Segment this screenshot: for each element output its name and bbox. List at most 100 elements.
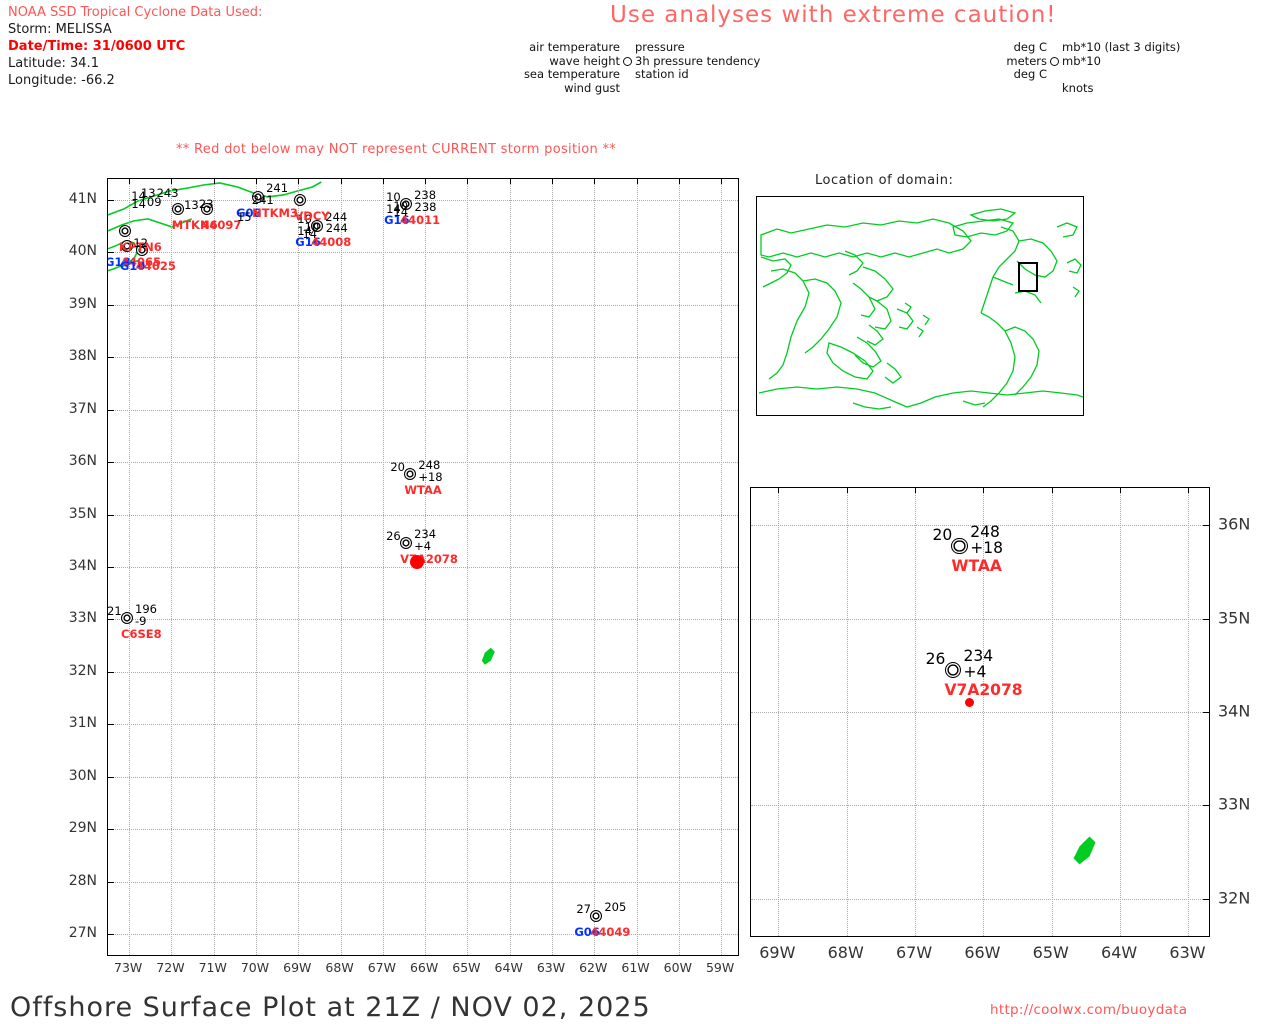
x-axis-tick-label: 61W [621, 960, 650, 975]
legend-unit-knots: knots [1062, 80, 1094, 95]
grid-line-horizontal [108, 567, 738, 568]
station-pressure: 238 [414, 188, 437, 203]
cluster-data-label: 244 [325, 220, 348, 235]
legend-wave-height: wave height [549, 53, 620, 68]
x-axis-tick-label: 63W [1169, 943, 1206, 962]
cluster-data-label: 13 [140, 186, 156, 201]
grid-line-horizontal [108, 514, 738, 516]
source-url[interactable]: http://coolwx.com/buoydata [990, 1002, 1188, 1018]
station-circle-icon [400, 537, 413, 550]
station-id: 44008 [311, 235, 352, 250]
y-tick-mark [108, 881, 114, 883]
x-tick-mark [340, 179, 342, 184]
y-axis-tick-label: 29N [68, 820, 97, 837]
legend-wind-gust: wind gust [564, 80, 620, 95]
y-axis-tick-label: 28N [68, 872, 97, 889]
y-tick-mark [108, 567, 114, 568]
legend-row: sea temperature station id [520, 67, 760, 82]
x-tick-mark [382, 179, 384, 184]
grid-line-horizontal [108, 671, 738, 673]
x-axis-tick-label: 64W [494, 960, 523, 975]
y-axis-tick-label: 36N [68, 453, 97, 470]
station-circle-icon [252, 191, 265, 204]
x-tick-mark [915, 488, 917, 493]
station-circle-icon [201, 202, 214, 215]
station-circle-icon [311, 220, 324, 233]
legend-row: air temperature pressure [520, 40, 760, 55]
y-tick-mark [108, 829, 114, 831]
station-pressure-tendency: +4 [963, 663, 987, 682]
main-map-frame[interactable]: 20 248 +18 WTAA 26 234 +4 V7A2078 21 196 -9 C6SE8 27… [107, 178, 739, 956]
zoom-inset-map-frame[interactable]: 20 248 +18 WTAA 26 234 +4 V7A2078 [750, 487, 1210, 937]
station-wind-gust: G16 [384, 213, 410, 228]
station-circle-icon [404, 467, 417, 480]
y-tick-mark [1203, 712, 1209, 713]
station-id: 44065 [121, 255, 162, 270]
station-pressure-tendency: +18 [418, 469, 443, 484]
y-axis-tick-label: 38N [68, 348, 97, 365]
cluster-data-label: 14 [393, 205, 409, 220]
noaa-ssd-line: NOAA SSD Tropical Cyclone Data Used: [8, 5, 263, 20]
cluster-data-label: 14 [302, 227, 318, 242]
station-air-temperature: 10 [297, 212, 312, 227]
y-axis-tick-label: 37N [68, 400, 97, 417]
station-air-temperature: 10 [386, 190, 401, 205]
grid-line-horizontal [108, 462, 738, 464]
x-tick-mark [129, 179, 131, 184]
cluster-data-label: 09 [146, 195, 162, 210]
station-pressure-tendency: -9 [135, 614, 147, 629]
station-id: WTAA [951, 556, 1002, 575]
station-air-temperature: 26 [925, 649, 946, 668]
legend-unit-degc-2: deg C [1013, 67, 1047, 81]
x-tick-mark [1051, 488, 1053, 493]
legend-row: wind gust [520, 80, 760, 96]
grid-line-horizontal [108, 304, 738, 306]
grid-line-horizontal [751, 618, 1209, 620]
station-id: VDCY [294, 208, 330, 223]
station-id: 44097 [201, 217, 242, 232]
grid-line-horizontal [108, 881, 738, 883]
y-tick-mark [108, 934, 114, 936]
page-title: Offshore Surface Plot at 21Z / NOV 02, 2… [10, 992, 651, 1023]
station-pressure: 196 [135, 602, 157, 617]
legend-air-temperature: air temperature [529, 40, 620, 54]
domain-inset-label: Location of domain: [815, 173, 954, 188]
cluster-data-label: 13 [184, 197, 199, 212]
main-map-plot-area[interactable]: 20 248 +18 WTAA 26 234 +4 V7A2078 21 196 -9 C6SE8 27… [108, 179, 738, 955]
station-air-temperature: 21 [108, 604, 122, 619]
y-axis-tick-label: 30N [68, 767, 97, 784]
legend-row: meters mb*10 [985, 53, 1180, 69]
grid-line-horizontal [751, 898, 1209, 900]
grid-line-horizontal [108, 409, 738, 411]
legend-unit-mb10: mb*10 [1062, 53, 1101, 68]
station-id: V7A2078 [400, 552, 458, 567]
station-sea-temperature: 14 [386, 202, 401, 217]
station-air-temperature: 26 [386, 529, 401, 544]
station-pressure-tendency: +4 [414, 539, 432, 554]
x-axis-tick-label: 65W [452, 960, 481, 975]
station-circle-icon [171, 202, 184, 215]
station-id: V7A2078 [944, 680, 1023, 699]
y-tick-mark [108, 462, 114, 464]
y-axis-tick-label: 34N [68, 558, 97, 574]
grid-line-horizontal [108, 252, 738, 254]
red-dot-warning-note: ** Red dot below may NOT represent CURRE… [176, 142, 617, 157]
station-circle-icon [121, 240, 134, 253]
station-wind-gust: G06 [574, 924, 600, 939]
storm-position-dot [409, 554, 424, 569]
station-wind-gust: G18 [108, 255, 131, 270]
x-axis-tick-label: 65W [1032, 943, 1069, 962]
x-axis-tick-label: 63W [536, 960, 566, 975]
station-pressure: 234 [963, 647, 994, 666]
station-id: WTAA [404, 482, 442, 497]
y-tick-mark [1203, 525, 1209, 527]
y-axis-tick-label: 32N [1218, 888, 1251, 908]
grid-line-horizontal [751, 712, 1209, 713]
latitude-line: Latitude: 34.1 [8, 56, 99, 71]
y-tick-mark [108, 776, 114, 778]
y-axis-tick-label: 41N [68, 190, 97, 207]
y-tick-mark [108, 671, 114, 673]
zoom-inset-plot-area[interactable]: 20 248 +18 WTAA 26 234 +4 V7A2078 [751, 488, 1209, 936]
station-pressure: 234 [414, 527, 437, 542]
x-axis-tick-label: 66W [409, 960, 439, 975]
